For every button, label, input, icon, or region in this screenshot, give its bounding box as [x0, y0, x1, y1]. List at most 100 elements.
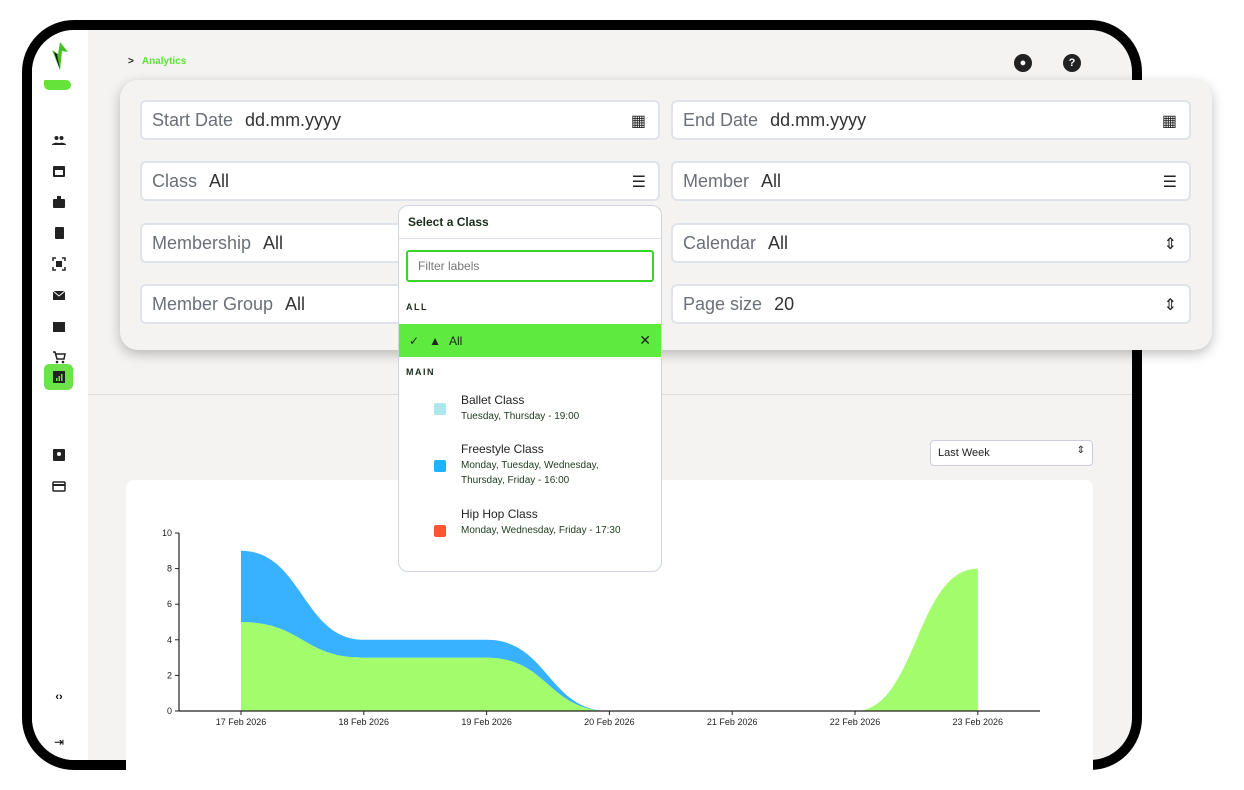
option-all[interactable]: ✓ ▲ All ✕: [399, 324, 661, 357]
option-ballet[interactable]: Ballet Class Tuesday, Thursday - 19:00: [399, 393, 661, 433]
dropdown-title: Select a Class: [399, 206, 661, 239]
x-tick-label: 22 Feb 2026: [830, 717, 881, 727]
option-freestyle[interactable]: Freestyle Class Monday, Tuesday, Wednesda…: [399, 442, 661, 497]
y-tick-label: 6: [167, 599, 172, 609]
y-tick-label: 0: [167, 706, 172, 716]
x-tick-label: 19 Feb 2026: [461, 717, 512, 727]
credit-card-icon: [52, 481, 66, 492]
option-name: Hip Hop Class: [461, 507, 538, 521]
field-value: All: [768, 232, 789, 253]
field-value: All: [263, 232, 284, 253]
nav-billing[interactable]: [44, 474, 74, 498]
calendar-icon[interactable]: ▦: [630, 113, 646, 130]
qr-scan-icon: [52, 257, 66, 271]
member-filter[interactable]: Member All ☰: [671, 161, 1191, 201]
nav-analytics[interactable]: [44, 364, 73, 390]
field-label: Membership: [152, 232, 252, 253]
help-icon[interactable]: ?: [1063, 54, 1081, 72]
y-tick-label: 8: [167, 564, 172, 574]
option-schedule: Tuesday, Thursday - 19:00: [461, 411, 580, 422]
badge-icon: [53, 196, 65, 208]
check-icon: ✓: [409, 333, 420, 348]
updown-chevron-icon: ⇕: [1163, 297, 1177, 314]
calendar-icon: [53, 166, 65, 177]
y-tick-label: 10: [162, 528, 172, 538]
analytics-icon: [52, 371, 65, 383]
contact-icon: [53, 449, 65, 461]
nav-members[interactable]: [44, 128, 74, 152]
nav-media[interactable]: [44, 314, 74, 338]
filter-icon[interactable]: ☰: [1162, 174, 1177, 191]
y-tick-label: 2: [167, 670, 172, 680]
x-tick-label: 20 Feb 2026: [584, 717, 635, 727]
logo-bar: [44, 80, 71, 90]
clapperboard-icon: [53, 322, 65, 332]
filter-labels-input[interactable]: Filter labels: [406, 250, 654, 282]
class-filter[interactable]: Class All ☰: [140, 161, 660, 201]
option-hiphop[interactable]: Hip Hop Class Monday, Wednesday, Friday -…: [399, 507, 661, 562]
x-tick-label: 17 Feb 2026: [216, 717, 267, 727]
nav-shop[interactable]: [44, 345, 74, 369]
nav-calendar[interactable]: [44, 159, 74, 183]
area-series-1: [241, 568, 978, 711]
logo-icon: [52, 42, 68, 70]
option-name: Freestyle Class: [461, 442, 544, 456]
range-select-value: Last Week: [938, 447, 990, 459]
field-label: Start Date: [152, 109, 234, 130]
cart-icon: [53, 351, 66, 364]
field-label: Member: [683, 170, 750, 191]
updown-chevron-icon: ⇕: [1076, 445, 1085, 456]
nav-mail[interactable]: [44, 283, 74, 307]
nav-book[interactable]: [44, 221, 74, 245]
field-label: Page size: [683, 293, 763, 314]
shapes-icon: ▲: [429, 333, 441, 348]
y-tick-label: 4: [167, 635, 172, 645]
nav-staff[interactable]: [44, 190, 74, 214]
field-value: All: [209, 170, 230, 191]
people-icon: [52, 136, 66, 145]
end-date-field[interactable]: End Date dd.mm.yyyy ▦: [671, 100, 1191, 140]
x-tick-label: 21 Feb 2026: [707, 717, 758, 727]
color-swatch: [434, 403, 446, 415]
section-all: ALL: [406, 302, 428, 312]
mail-icon: [52, 290, 66, 300]
class-dropdown: Select a Class Filter labels ALL ✓ ▲ All…: [398, 205, 662, 572]
calendar-icon[interactable]: ▦: [1161, 113, 1177, 130]
range-select[interactable]: Last Week ⇕: [930, 440, 1093, 466]
option-schedule: Monday, Tuesday, Wednesday, Thursday, Fr…: [461, 460, 599, 486]
x-tick-label: 18 Feb 2026: [339, 717, 390, 727]
start-date-field[interactable]: Start Date dd.mm.yyyy ▦: [140, 100, 660, 140]
field-value: dd.mm.yyyy: [770, 109, 867, 130]
logout-icon[interactable]: ⇥: [53, 735, 65, 749]
section-main: MAIN: [406, 367, 435, 377]
breadcrumb: > Analytics: [128, 56, 186, 67]
embed-code-icon[interactable]: ‹›: [55, 691, 63, 703]
sidebar: ‹› ⇥: [32, 30, 88, 760]
page-size-select[interactable]: Page size 20 ⇕: [671, 284, 1191, 324]
field-value: All: [285, 293, 306, 314]
color-swatch: [434, 460, 446, 472]
field-label: Member Group: [152, 293, 274, 314]
option-name: Ballet Class: [461, 393, 525, 407]
book-icon: [55, 227, 64, 239]
field-value: 20: [774, 293, 795, 314]
chevron-right-icon: >: [128, 56, 134, 67]
notification-bell-icon[interactable]: ●: [1014, 54, 1032, 72]
field-value: dd.mm.yyyy: [245, 109, 342, 130]
filter-icon[interactable]: ☰: [631, 174, 646, 191]
x-tick-label: 23 Feb 2026: [953, 717, 1004, 727]
field-value: All: [761, 170, 782, 191]
option-label: All: [448, 333, 463, 348]
field-label: End Date: [683, 109, 759, 130]
color-swatch: [434, 525, 446, 537]
calendar-select[interactable]: Calendar All ⇕: [671, 223, 1191, 263]
nav-qr[interactable]: [44, 252, 74, 276]
option-schedule: Monday, Wednesday, Friday - 17:30: [461, 525, 621, 536]
field-label: Calendar: [683, 232, 757, 253]
close-icon[interactable]: ✕: [639, 332, 651, 348]
breadcrumb-analytics[interactable]: Analytics: [141, 56, 187, 67]
nav-profile[interactable]: [44, 443, 74, 467]
updown-chevron-icon: ⇕: [1163, 236, 1177, 253]
field-label: Class: [152, 170, 198, 191]
